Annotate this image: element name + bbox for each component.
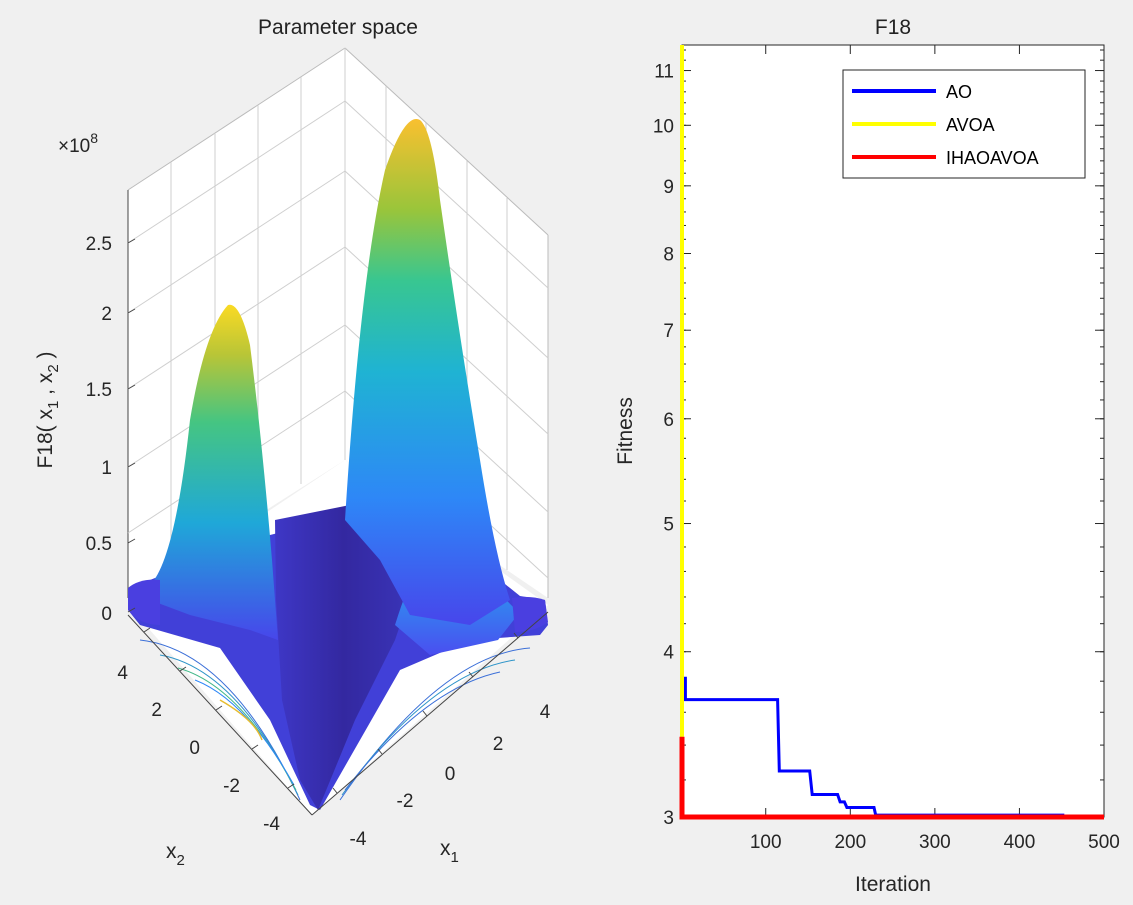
z-exponent-label: ×108 <box>58 130 98 157</box>
x1-axis-label: x1 <box>440 837 459 866</box>
y-tick-label: 5 <box>663 515 674 536</box>
z-axis: 0 0.5 1 1.5 2 2.5 ×108 F18( x1 , x2 ) <box>34 130 136 625</box>
y-axis-label: Fitness <box>614 397 637 465</box>
z-axis-label: F18( x1 , x2 ) <box>34 351 62 468</box>
z-tick: 0.5 <box>86 534 112 555</box>
y-tick-label: 8 <box>663 244 674 265</box>
y-tick-label: 11 <box>654 62 674 83</box>
x1-axis: -4 -2 0 2 4 x1 <box>311 611 551 866</box>
z-tick: 1 <box>101 458 112 479</box>
y-tick-label: 6 <box>663 410 674 431</box>
x2-tick: 4 <box>117 663 128 684</box>
surface-edge-right <box>512 596 548 632</box>
legend-label-ao: AO <box>946 82 972 102</box>
legend-label-avoa: AVOA <box>946 115 995 135</box>
surface-title: Parameter space <box>258 16 418 39</box>
x1-tick: 4 <box>540 702 551 723</box>
convergence-title: F18 <box>875 16 911 39</box>
x1-tick: -4 <box>350 829 367 850</box>
legend-label-ihaoavoa: IHAOAVOA <box>946 148 1039 168</box>
z-tick: 2 <box>101 304 112 325</box>
surface-valley <box>275 505 412 810</box>
x-tick-label: 400 <box>1004 832 1036 853</box>
surface-plot: Parameter space <box>34 16 551 869</box>
x-tick-label: 500 <box>1088 832 1120 853</box>
y-tick-label: 10 <box>653 116 674 137</box>
legend: AO AVOA IHAOAVOA <box>842 69 1086 179</box>
x1-tick: -2 <box>397 791 414 812</box>
x2-tick: -2 <box>223 776 240 797</box>
series-lines <box>679 45 1104 820</box>
y-tick-label: 3 <box>663 808 674 829</box>
x-axis: 100 200 300 400 500 <box>750 45 1120 853</box>
series-line-ihaoavoa <box>679 736 1104 820</box>
x1-tick: 2 <box>493 734 504 755</box>
z-tick: 2.5 <box>86 234 112 255</box>
y-tick-label: 9 <box>663 177 674 198</box>
z-tick: 1.5 <box>86 380 112 401</box>
y-tick-label: 7 <box>663 321 674 342</box>
surface-edge-left <box>128 579 160 625</box>
peak-main <box>345 119 510 625</box>
x-axis-label: Iteration <box>855 873 931 896</box>
x2-axis-label: x2 <box>166 840 185 869</box>
series-line-ao <box>682 676 1065 817</box>
x1-tick: 0 <box>445 764 456 785</box>
y-tick-label: 4 <box>663 643 674 664</box>
x-tick-label: 100 <box>750 832 782 853</box>
z-tick: 0 <box>101 604 112 625</box>
peak-left <box>150 304 278 640</box>
x2-tick: 0 <box>189 738 200 759</box>
x2-tick: 2 <box>151 700 162 721</box>
surface-mesh <box>128 119 548 810</box>
x-tick-label: 300 <box>919 832 951 853</box>
series-line-avoa <box>680 45 684 739</box>
x-tick-label: 200 <box>834 832 866 853</box>
x2-tick: -4 <box>263 814 280 835</box>
